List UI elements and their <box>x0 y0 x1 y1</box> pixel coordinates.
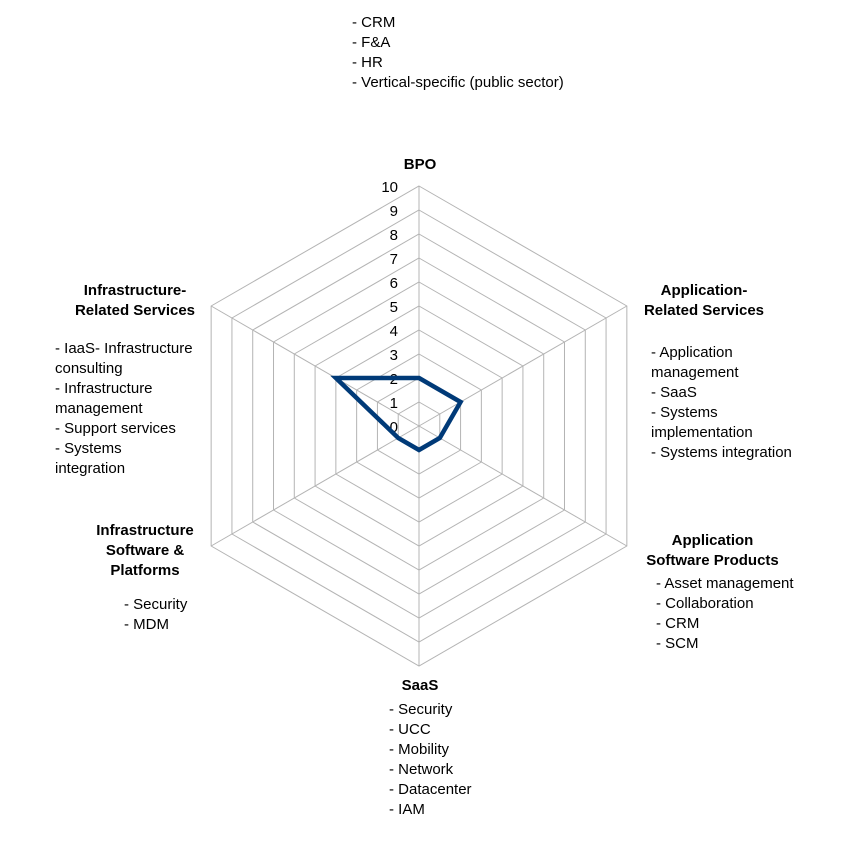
list-item: - Network <box>389 761 454 778</box>
radial-tick-label: 0 <box>390 419 398 436</box>
application-software-products-list: - Asset management - Collaboration - CRM… <box>656 574 794 654</box>
axis-label-application-related-services: Application- Related Services <box>643 282 765 319</box>
list-item: - F&A <box>352 34 391 51</box>
list-item: - Asset management <box>656 575 794 592</box>
list-item: - SCM <box>656 635 699 652</box>
list-item: - Systems integration <box>651 444 792 461</box>
infrastructure-related-services-list: - IaaS- Infrastructure consulting - Infr… <box>55 339 225 479</box>
list-item: - Collaboration <box>656 595 754 612</box>
list-item: - Application management <box>651 344 739 381</box>
list-item: - IaaS- Infrastructure consulting <box>55 340 193 377</box>
list-item: - CRM <box>656 615 700 632</box>
list-item: - MDM <box>124 616 169 633</box>
infrastructure-software-platforms-list: - Security - MDM <box>124 595 187 635</box>
list-item: - Support services <box>55 420 176 437</box>
radial-tick-label: 9 <box>390 203 398 220</box>
grid-spoke <box>418 425 628 547</box>
axis-label-bpo: BPO <box>403 156 437 173</box>
axis-label-application-software-products: Application Software Products <box>646 532 779 569</box>
radial-tick-label: 7 <box>390 251 398 268</box>
radial-tick-label: 5 <box>390 299 398 316</box>
series-line <box>330 375 464 453</box>
list-item: - SaaS <box>651 384 697 401</box>
radial-tick-label: 10 <box>381 179 398 196</box>
grid-spoke <box>210 425 420 547</box>
list-item: - CRM <box>352 14 396 31</box>
axis-label-saas: SaaS <box>401 677 439 694</box>
list-item: - Datacenter <box>389 781 472 798</box>
grid-spoke <box>210 305 420 427</box>
radar-grid <box>210 185 628 667</box>
axis-label-infrastructure-software-platforms: Infrastructure Software & Platforms <box>96 522 194 579</box>
bpo-service-list: - CRM - F&A - HR - Vertical-specific (pu… <box>352 13 564 93</box>
list-item: - UCC <box>389 721 431 738</box>
grid-spoke <box>418 305 628 427</box>
radial-tick-label: 3 <box>390 347 398 364</box>
series-layer <box>330 375 464 453</box>
radial-tick-label: 8 <box>390 227 398 244</box>
radial-tick-label: 4 <box>390 323 398 340</box>
radial-tick-label: 6 <box>390 275 398 292</box>
list-item: - HR <box>352 54 383 71</box>
list-item: - Mobility <box>389 741 450 758</box>
saas-service-list: - Security - UCC - Mobility - Network - … <box>389 700 472 820</box>
list-item: - Security <box>124 596 188 613</box>
radial-tick-label: 1 <box>390 395 398 412</box>
list-item: - Systems implementation <box>651 404 753 441</box>
list-item: - Vertical-specific (public sector) <box>352 74 564 91</box>
list-item: - Infrastructure management <box>55 380 153 417</box>
axis-label-infrastructure-related-services: Infrastructure- Related Services <box>74 282 196 319</box>
application-related-services-list: - Application management - SaaS - System… <box>651 343 831 463</box>
list-item: - Security <box>389 701 453 718</box>
list-item: - Systems integration <box>55 440 126 477</box>
list-item: - IAM <box>389 801 425 818</box>
